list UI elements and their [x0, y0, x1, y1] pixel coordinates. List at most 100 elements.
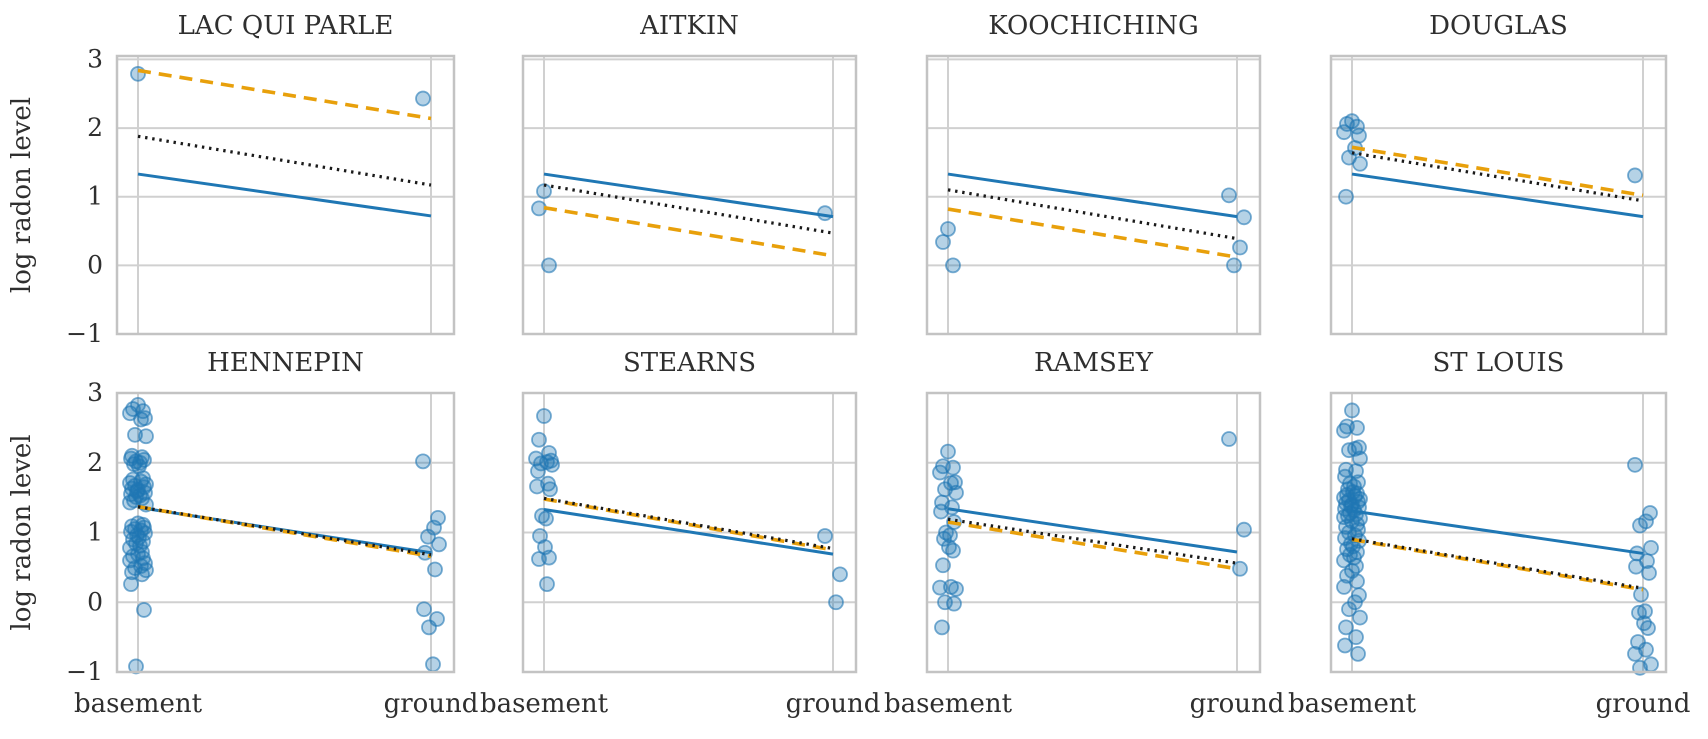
- scatter-point: [1349, 419, 1365, 436]
- x-tick-label-ground: ground: [786, 689, 881, 719]
- plot-box: [1329, 54, 1668, 336]
- dashed-orange-line: [1351, 145, 1644, 198]
- scatter-point: [541, 257, 557, 274]
- dotted-black-line: [1351, 151, 1644, 203]
- dashed-orange-line: [137, 68, 432, 121]
- scatter-point: [935, 557, 951, 574]
- scatter-point: [128, 658, 144, 675]
- scatter-point: [531, 551, 547, 567]
- scatter-point: [1632, 517, 1648, 534]
- scatter-point: [538, 510, 554, 527]
- y-tick-label: 1: [87, 518, 103, 547]
- scatter-point: [1337, 637, 1353, 654]
- scatter-point: [1341, 601, 1357, 618]
- scatter-point: [1627, 167, 1643, 184]
- scatter-point: [1641, 565, 1657, 581]
- scatter-point: [828, 594, 844, 611]
- plot-box: [925, 54, 1262, 336]
- dashed-orange-line: [137, 504, 432, 558]
- solid-blue-line: [543, 508, 834, 556]
- scatter-point: [935, 234, 951, 250]
- subplot-title: KOOCHICHING: [988, 11, 1199, 41]
- scatter-point: [1352, 155, 1368, 172]
- subplot-douglas: DOUGLAS: [1329, 11, 1668, 336]
- scatter-point: [940, 443, 956, 460]
- y-axis-label: log radon level: [7, 97, 37, 293]
- y-tick-label: 1: [87, 182, 103, 211]
- scatter-point: [1627, 645, 1643, 662]
- y-tick-label: 3: [87, 378, 103, 407]
- scatter-point: [936, 530, 952, 547]
- solid-blue-line: [947, 507, 1238, 554]
- x-tick-label-ground: ground: [384, 689, 479, 719]
- scatter-point: [1633, 586, 1649, 603]
- plot-box: [925, 391, 1262, 674]
- x-tick-label-basement: basement: [1288, 689, 1417, 719]
- scatter-point: [948, 581, 964, 597]
- x-tick-label-ground: ground: [1596, 689, 1691, 719]
- subplot-title: RAMSEY: [1034, 348, 1154, 378]
- solid-blue-line: [1351, 172, 1644, 219]
- subplot-st-louis: ST LOUIS basement ground: [1288, 348, 1690, 719]
- subplot-title: LAC QUI PARLE: [178, 11, 394, 41]
- subplot-lac-qui-parle: LAC QUI PARLE 3 2 1 0 −1 log radon level: [7, 11, 456, 348]
- x-tick-label-basement: basement: [74, 689, 203, 719]
- scatter-point: [136, 602, 152, 618]
- scatter-point: [1352, 609, 1368, 626]
- y-tick-label: 0: [87, 587, 103, 616]
- plot-box: [521, 391, 858, 674]
- y-tick-label: −1: [66, 319, 103, 348]
- dashed-orange-line: [1351, 537, 1644, 592]
- y-tick-label: 2: [87, 113, 103, 142]
- subplot-aitkin: AITKIN: [521, 11, 858, 336]
- scatter-point: [1232, 239, 1248, 256]
- scatter-point: [421, 619, 437, 636]
- scatter-point: [1348, 629, 1364, 646]
- scatter-point: [1341, 442, 1357, 459]
- scatter-point: [130, 65, 146, 82]
- solid-blue-line: [137, 172, 432, 218]
- scatter-point: [932, 464, 948, 481]
- scatter-point: [940, 221, 956, 237]
- scatter-point: [1627, 456, 1643, 473]
- scatter-point: [415, 90, 431, 107]
- scatter-point: [415, 453, 431, 470]
- scatter-point: [1232, 560, 1248, 577]
- scatter-point: [1336, 579, 1352, 595]
- subplot-ramsey: RAMSEY basement ground: [884, 348, 1284, 719]
- scatter-point: [1336, 422, 1352, 439]
- scatter-point: [945, 459, 961, 476]
- solid-blue-line: [1351, 509, 1644, 555]
- subplot-title: AITKIN: [639, 11, 739, 41]
- scatter-point: [1349, 573, 1365, 590]
- scatter-point: [536, 408, 552, 424]
- scatter-point: [945, 257, 961, 274]
- scatter-point: [832, 566, 848, 583]
- y-tick-label: 0: [87, 250, 103, 279]
- subplot-title: STEARNS: [623, 348, 756, 378]
- scatter-point: [1643, 539, 1659, 556]
- scatter-point: [416, 601, 432, 618]
- scatter-point: [123, 576, 139, 593]
- scatter-point: [539, 576, 555, 593]
- scatter-point: [933, 503, 949, 520]
- scatter-point: [945, 542, 961, 559]
- scatter-point: [122, 494, 138, 511]
- scatter-point: [536, 183, 552, 200]
- y-tick-label: 3: [87, 44, 103, 73]
- plot-box: [115, 391, 456, 674]
- subplot-koochiching: KOOCHICHING: [925, 11, 1262, 336]
- scatter-point: [531, 431, 547, 448]
- subplot-stearns: STEARNS basement ground: [480, 348, 880, 719]
- scatter-point: [934, 619, 950, 636]
- scatter-point: [1640, 620, 1656, 636]
- solid-blue-line: [947, 172, 1238, 219]
- dashed-orange-line: [543, 497, 834, 552]
- plot-box: [521, 54, 858, 336]
- scatter-point: [542, 481, 558, 498]
- scatter-point: [138, 428, 154, 445]
- x-tick-label-basement: basement: [884, 689, 1013, 719]
- x-tick-label-basement: basement: [480, 689, 609, 719]
- scatter-point: [1336, 124, 1352, 141]
